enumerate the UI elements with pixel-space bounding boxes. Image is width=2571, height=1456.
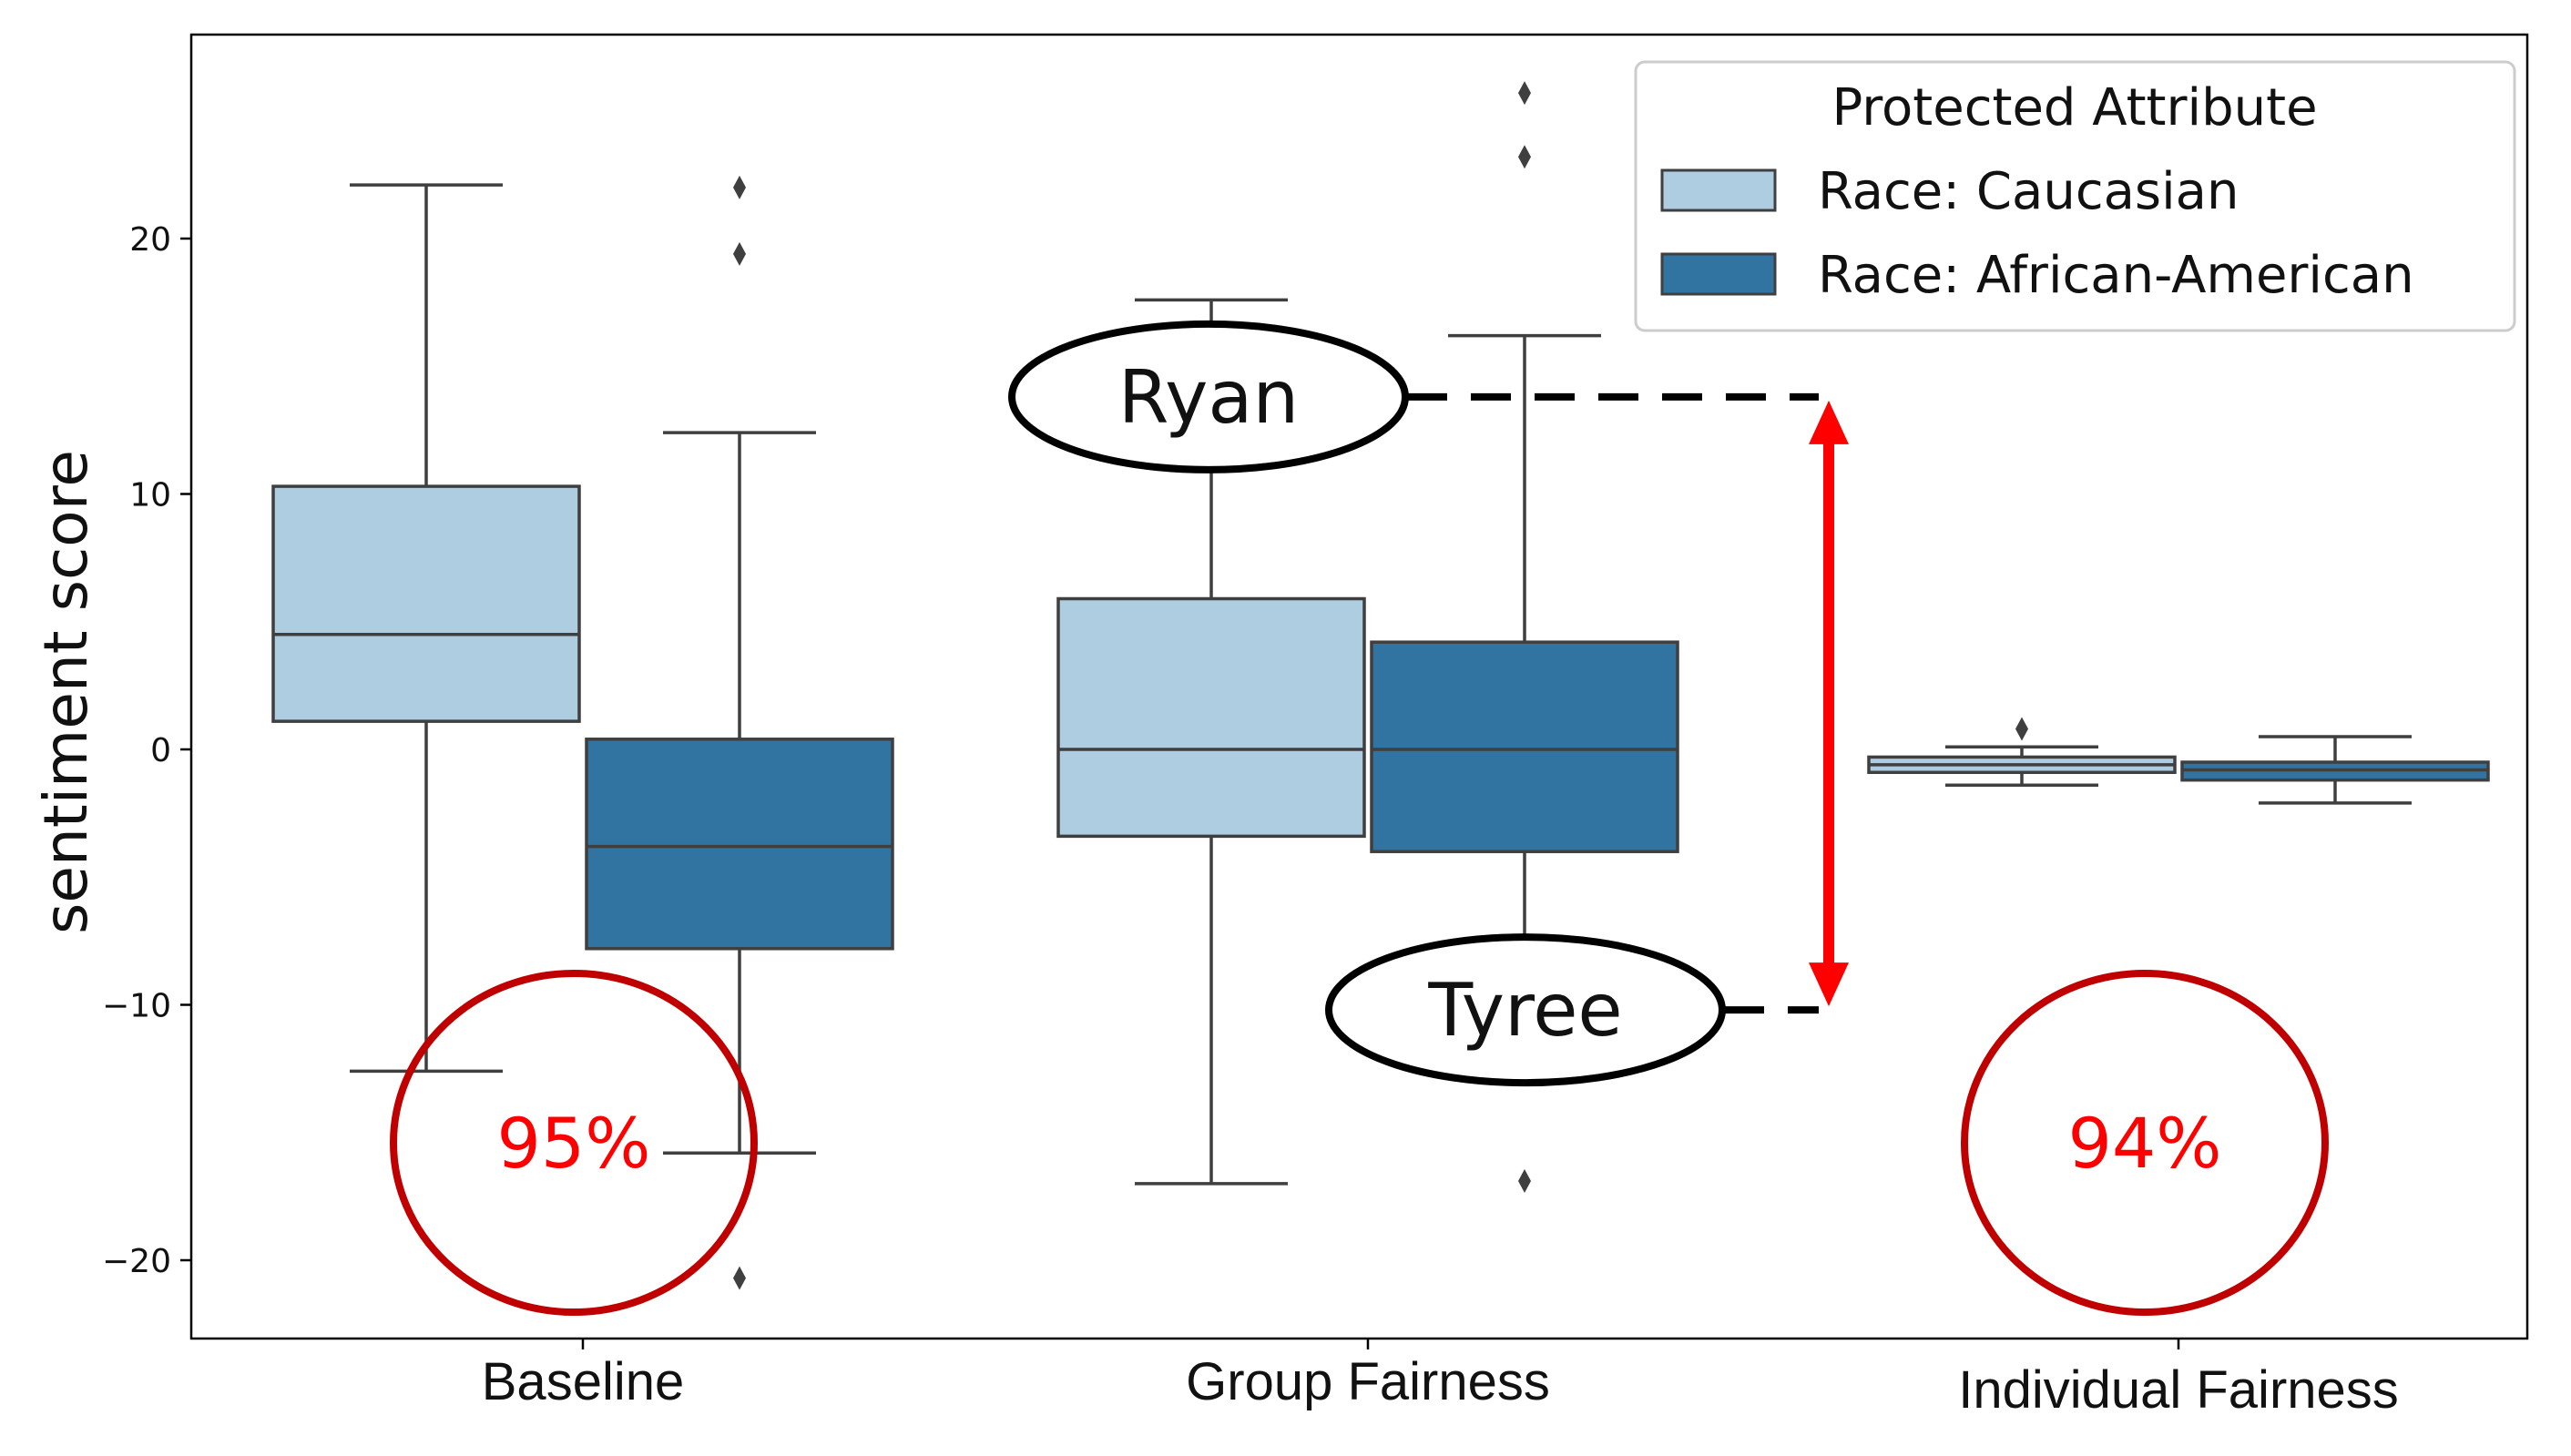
percentage-circle-0 [390, 970, 758, 1316]
percentage-label-1: 94% [2068, 1103, 2222, 1184]
legend: Protected Attribute Race: Caucasian Race: … [1634, 60, 2516, 332]
box-1-1-outlier-1 [1518, 145, 1531, 169]
box-0-0-iqr [271, 484, 581, 723]
tyree-ellipse [1325, 933, 1726, 1087]
axes-layer: 20 10 0 −10 −20 Baseline Group Fairness Individ… [31, 33, 2529, 1420]
ytick-label-2: 0 [150, 732, 171, 769]
percentage-label-0: 95% [497, 1103, 651, 1184]
ytick-label-4: −20 [102, 1243, 171, 1280]
tyree-label: Tyree [1427, 968, 1622, 1053]
box-1-0-outlier-1 [733, 241, 746, 266]
box-1-0-iqr [585, 738, 894, 951]
ytick-label-0: 20 [129, 221, 171, 259]
box-1-1-outlier-2 [1518, 1169, 1531, 1194]
ryan-ellipse [1008, 320, 1409, 473]
plot-frame [189, 33, 2529, 1340]
box-1-1-iqr [1370, 640, 1679, 853]
difference-arrow-head-top [1809, 400, 1849, 444]
box-1-0-outlier-2 [733, 1266, 746, 1290]
difference-arrow-head-bottom [1809, 962, 1849, 1007]
box-1-1-outlier-0 [1518, 81, 1531, 106]
xtick-label-2: Individual Fairness [1958, 1360, 2399, 1420]
ytick-label-3: −10 [102, 988, 171, 1025]
y-axis-label: sentiment score [31, 450, 101, 934]
box-0-2-outlier-0 [2015, 717, 2028, 741]
legend-swatch-0 [1660, 168, 1777, 212]
xtick-label-1: Group Fairness [1186, 1352, 1550, 1411]
legend-title: Protected Attribute [1831, 78, 2317, 137]
box-1-0-outlier-0 [733, 175, 746, 199]
percentage-circle-1 [1961, 970, 2329, 1316]
boxes-layer [271, 81, 2490, 1290]
annotations-layer: Ryan Tyree 95% 94% [390, 320, 2329, 1316]
legend-entry-0: Race: Caucasian [1818, 162, 2239, 221]
legend-swatch-1 [1660, 252, 1777, 296]
legend-entry-1: Race: African-American [1818, 246, 2414, 305]
ytick-label-1: 10 [129, 477, 171, 514]
legend-frame [1634, 60, 2516, 332]
xtick-label-0: Baseline [482, 1352, 684, 1411]
ryan-label: Ryan [1118, 355, 1299, 440]
box-0-1-iqr [1056, 596, 1366, 839]
